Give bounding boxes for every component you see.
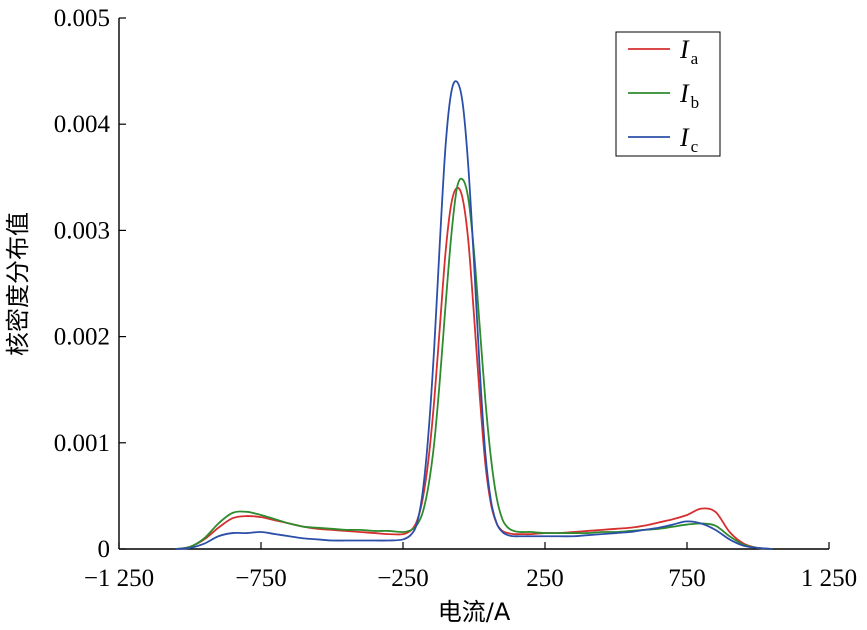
y-tick-label: 0 xyxy=(98,536,111,563)
x-tick-label: −750 xyxy=(235,565,287,592)
series-line-c xyxy=(175,80,773,550)
legend-label-sub: c xyxy=(691,137,699,156)
series-group xyxy=(175,80,773,550)
x-tick-label: −1 250 xyxy=(84,565,154,592)
legend-label-main: I xyxy=(679,35,690,64)
legend-box xyxy=(615,31,721,157)
legend-label-main: I xyxy=(679,79,690,108)
x-tick-label: 1 250 xyxy=(801,565,857,592)
y-axis-title: 核密度分布值 xyxy=(4,212,32,356)
ticks: −1 250 −750 −250 250 750 1 250 0 0.001 0.002 0.00… xyxy=(54,5,857,592)
axes xyxy=(118,18,829,550)
legend-label-sub: a xyxy=(691,49,699,68)
y-tick-label: 0.004 xyxy=(54,111,111,138)
series-line-b xyxy=(175,177,773,550)
legend-label-sub: b xyxy=(691,93,700,112)
x-tick-label: 750 xyxy=(668,565,706,592)
x-tick-label: −250 xyxy=(377,565,429,592)
y-tick-label: 0.001 xyxy=(54,430,110,457)
x-axis-title: 电流/A xyxy=(438,598,511,626)
y-tick-label: 0.005 xyxy=(54,5,110,32)
x-tick-label: 250 xyxy=(526,565,564,592)
y-tick-label: 0.002 xyxy=(54,324,110,351)
y-tick-label: 0.003 xyxy=(54,217,110,244)
legend-label-main: I xyxy=(679,123,690,152)
